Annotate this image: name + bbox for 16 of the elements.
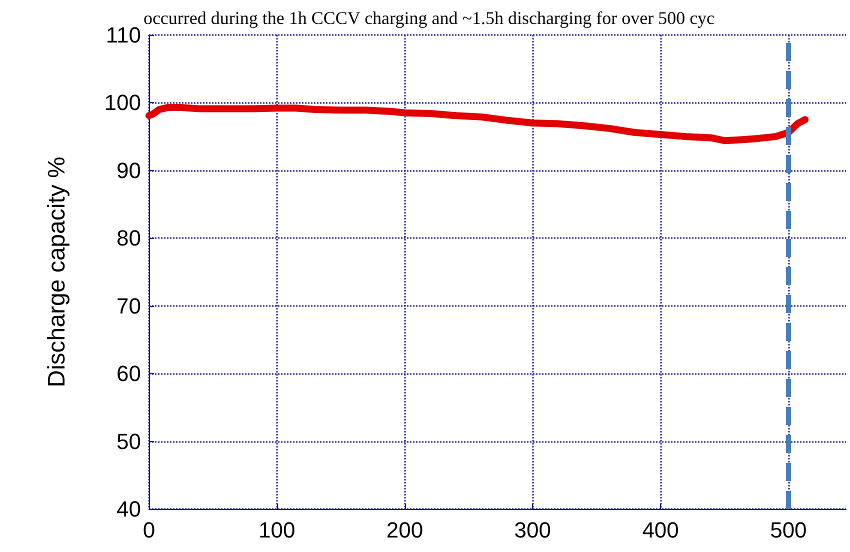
y-tick-label: 60 [116, 361, 141, 386]
y-tick-label: 80 [116, 226, 141, 251]
x-tick-label: 400 [642, 518, 679, 542]
x-tick-label: 0 [142, 518, 156, 542]
x-tick-label: 100 [258, 518, 296, 542]
x-tick-label: 500 [770, 518, 807, 542]
y-tick-label: 110 [106, 22, 141, 48]
y-tick-label: 50 [116, 428, 141, 454]
y-tick-label: 100 [104, 90, 141, 116]
y-tick-label: 40 [116, 496, 141, 522]
y-axis-title: Discharge capacity % [44, 156, 70, 388]
chart-title: occurred during the 1h CCCV charging and ~1.5h discharging for over 500 cyc [143, 8, 715, 28]
x-tick-label: 200 [386, 518, 424, 542]
y-tick-label: 90 [116, 158, 141, 183]
x-tick-label: 300 [514, 518, 552, 542]
y-tick-label: 70 [116, 293, 141, 318]
